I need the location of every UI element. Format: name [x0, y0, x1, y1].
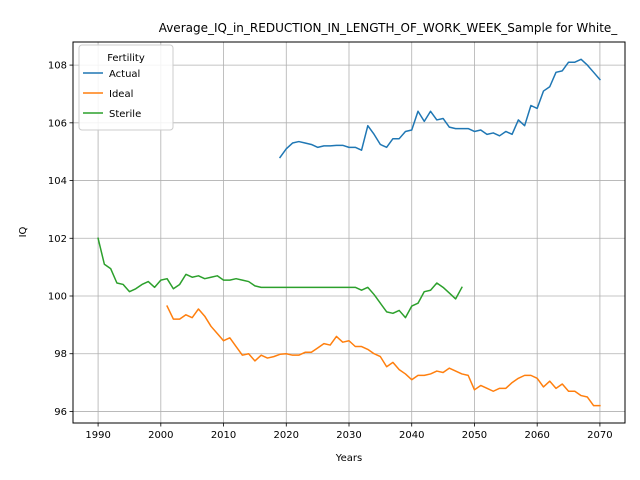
y-tick-label: 96	[54, 407, 67, 418]
legend-box	[78, 44, 174, 131]
x-axis: 1990 2000 2010 2020 2030 2040 2050 2060 2070	[85, 423, 613, 441]
x-tick-label: 2050	[462, 430, 487, 441]
y-tick-label: 104	[48, 176, 67, 187]
x-tick-label: 2070	[587, 430, 612, 441]
x-tick-label: 2030	[336, 430, 361, 441]
y-tick-label: 102	[48, 234, 67, 245]
y-axis-label: IQ	[18, 226, 29, 237]
x-tick-label: 2020	[274, 430, 299, 441]
x-tick-label: 2000	[148, 430, 173, 441]
legend-label-actual: Actual	[109, 69, 140, 80]
series-line-sterile	[97, 237, 463, 319]
x-tick-label: 2060	[524, 430, 549, 441]
legend-items: Actual Ideal Sterile	[83, 69, 141, 120]
y-tick-label: 108	[48, 61, 67, 72]
legend-label-sterile: Sterile	[109, 109, 141, 120]
x-tick-label: 1990	[85, 430, 110, 441]
chart-title: Average_IQ_in_REDUCTION_IN_LENGTH_OF_WOR…	[159, 21, 619, 35]
x-axis-label: Years	[335, 453, 362, 464]
legend-title: Fertility	[107, 53, 145, 64]
y-tick-label: 106	[48, 118, 67, 129]
y-axis: 96 98 100 102 104 106 108	[48, 61, 73, 418]
series-lines	[97, 58, 601, 407]
y-tick-label: 98	[54, 349, 67, 360]
legend-label-ideal: Ideal	[109, 89, 133, 100]
x-tick-label: 2010	[211, 430, 236, 441]
series-line-actual	[278, 58, 601, 159]
grid	[73, 42, 625, 423]
series-line-ideal	[166, 305, 601, 407]
x-tick-label: 2040	[399, 430, 424, 441]
y-tick-label: 100	[48, 292, 67, 303]
legend: Fertility Actual Ideal Sterile	[78, 44, 174, 131]
